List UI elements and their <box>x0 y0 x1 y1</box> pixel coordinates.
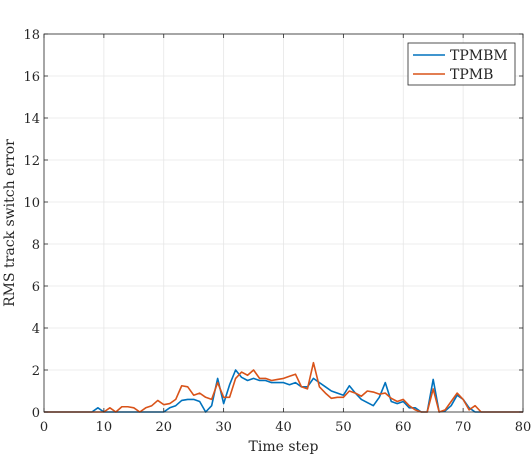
legend-box <box>407 42 516 86</box>
legend-label-tpmb: TPMB <box>450 67 493 83</box>
legend-label-tpmbm: TPMBM <box>450 48 508 64</box>
y-tick-label: 16 <box>23 70 40 85</box>
y-tick-label: 0 <box>32 406 40 421</box>
y-tick-label: 6 <box>32 280 40 295</box>
y-tick-label: 2 <box>32 364 40 379</box>
x-tick-label: 40 <box>275 420 292 435</box>
axis-tick-labels: 0 10 20 30 40 50 60 70 80 0 2 4 6 8 10 12 14 16 18 <box>23 28 531 435</box>
x-tick-label: 60 <box>395 420 412 435</box>
y-tick-label: 12 <box>23 154 40 169</box>
x-tick-label: 80 <box>515 420 532 435</box>
y-tick-label: 8 <box>32 238 40 253</box>
y-tick-label: 4 <box>32 322 40 337</box>
y-tick-label: 14 <box>23 112 40 127</box>
x-tick-label: 10 <box>96 420 113 435</box>
x-axis-label: Time step <box>249 439 319 455</box>
x-tick-label: 70 <box>455 420 472 435</box>
legend: TPMBM TPMB <box>407 42 516 86</box>
x-tick-label: 50 <box>335 420 352 435</box>
x-tick-label: 20 <box>155 420 172 435</box>
series-line-tpmb <box>44 361 523 413</box>
y-tick-label: 18 <box>23 28 40 43</box>
x-tick-label: 0 <box>40 420 48 435</box>
axis-ticks <box>43 33 524 413</box>
y-tick-label: 10 <box>23 196 40 211</box>
y-axis-label: RMS track switch error <box>2 139 18 307</box>
x-tick-label: 30 <box>215 420 232 435</box>
